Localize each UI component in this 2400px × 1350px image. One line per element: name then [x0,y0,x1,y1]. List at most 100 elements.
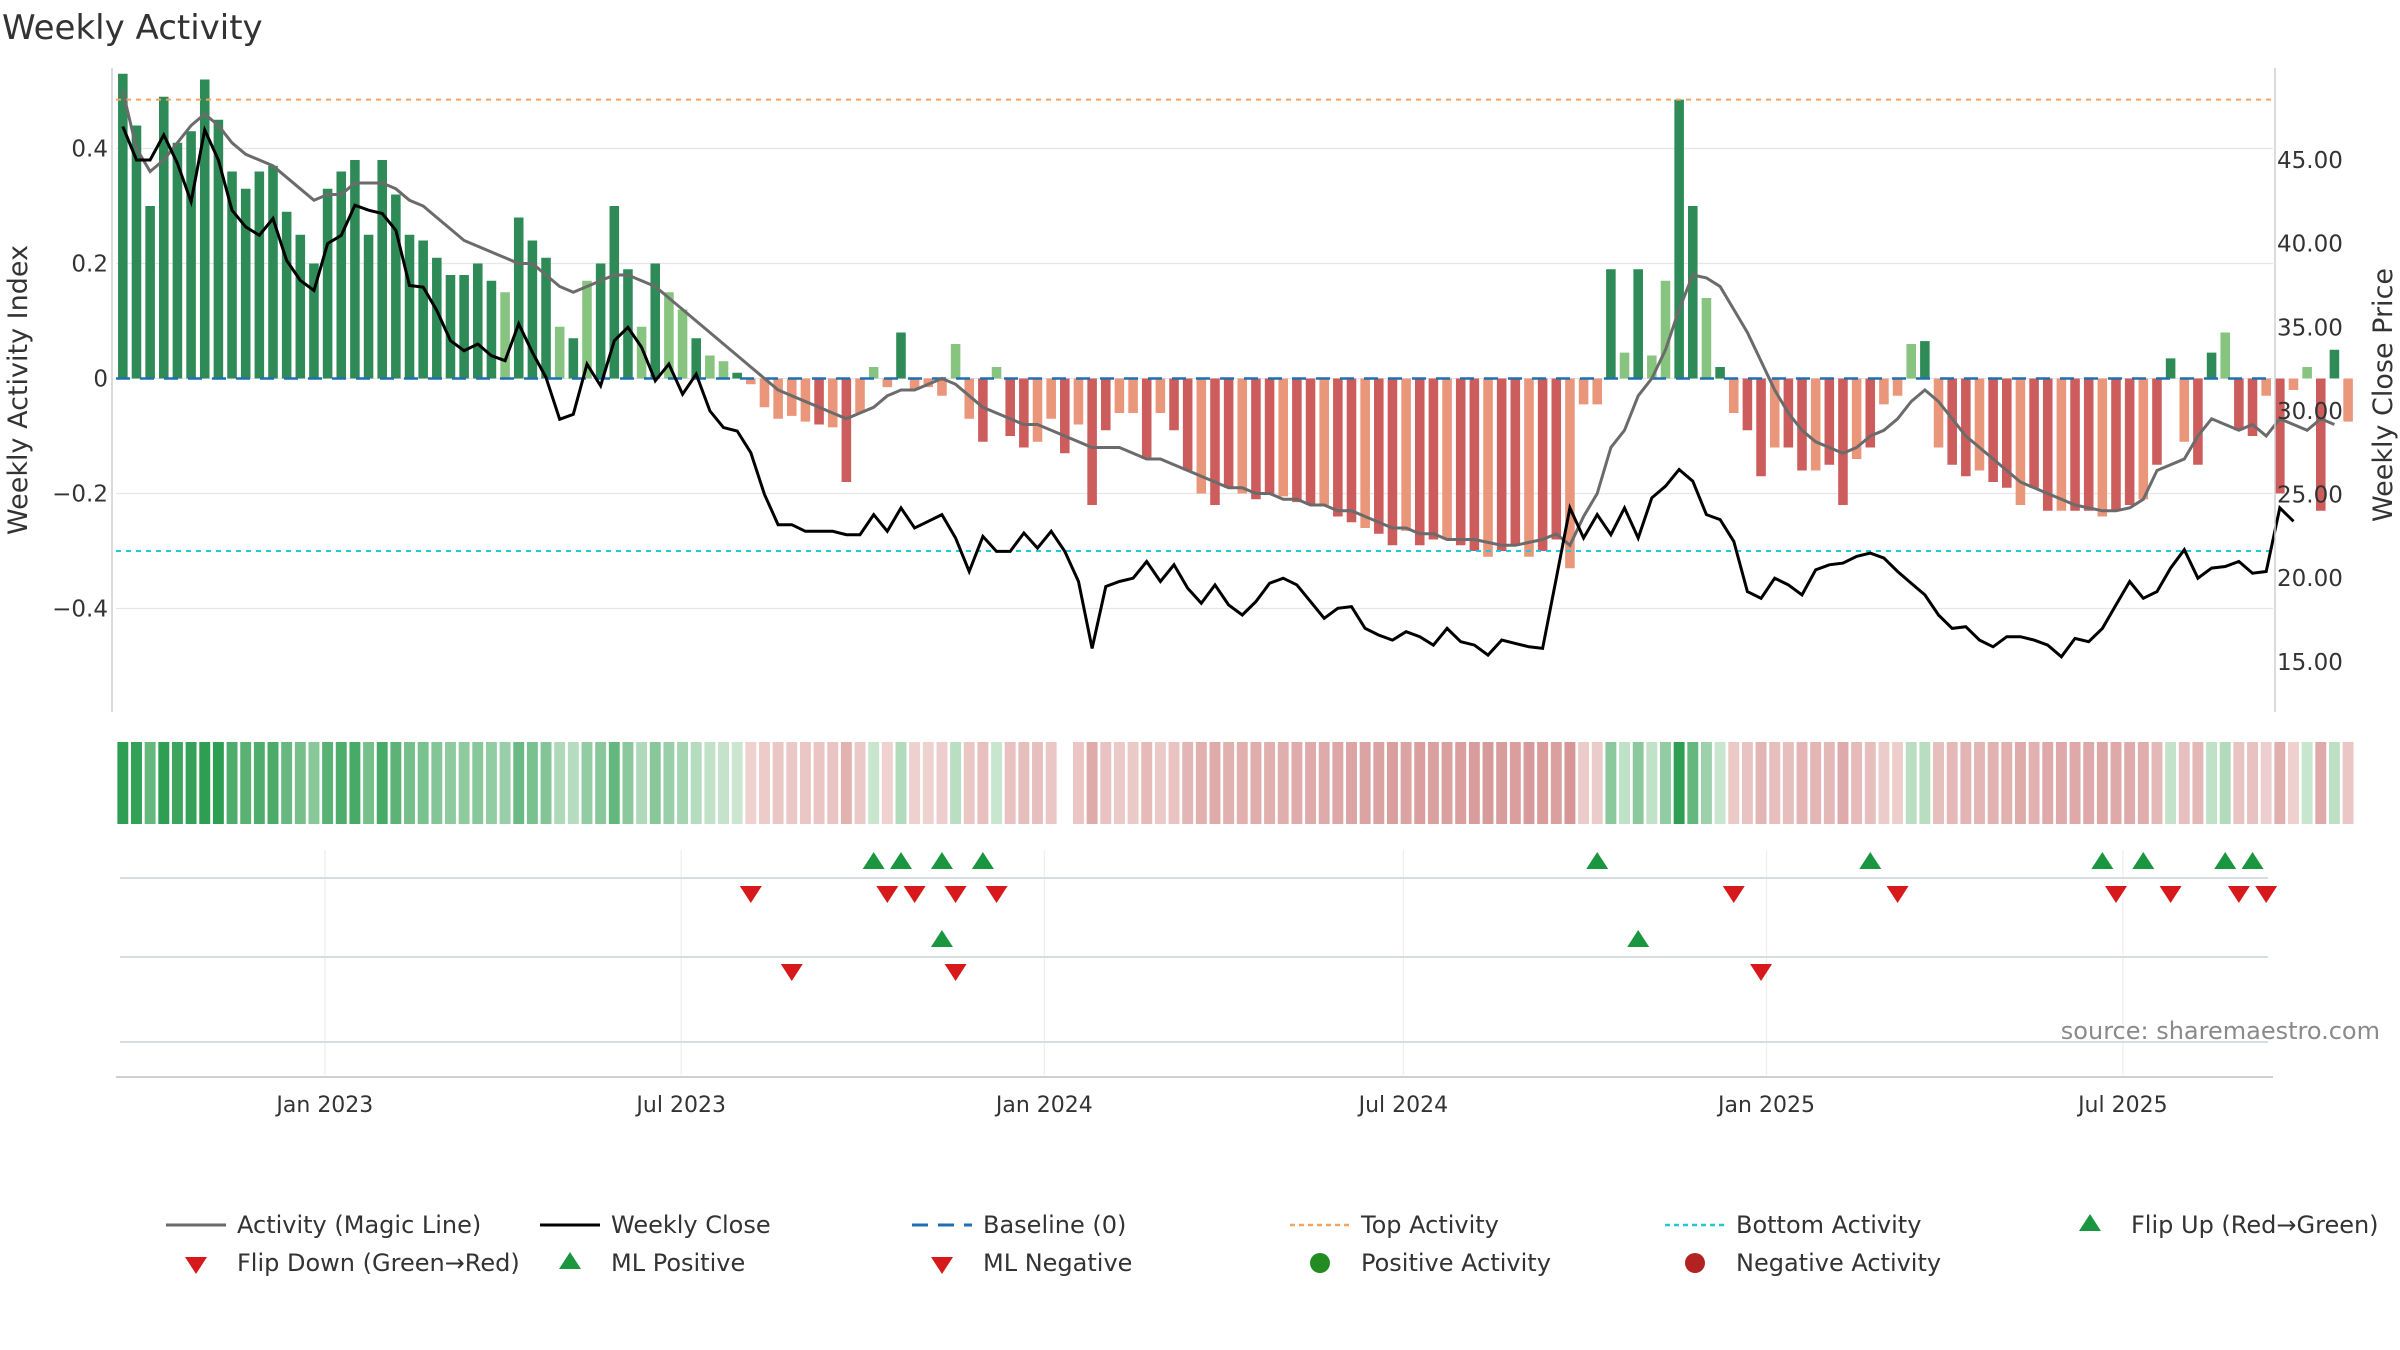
y-left-tick-label: 0 [93,367,108,393]
heat-strip-cell [1523,742,1535,824]
activity-bar [1592,378,1603,405]
legend-item: ML Negative [931,1249,1132,1277]
activity-bar [1073,378,1084,425]
activity-bar [1278,378,1289,497]
heat-strip-cell [1550,742,1562,824]
heat-strip-cell [1195,742,1207,824]
heat-strip-cell [1386,742,1398,824]
heat-strip-cell [1332,742,1344,824]
heat-strip-cell [1373,742,1385,824]
legend-label: Flip Down (Green→Red) [237,1249,520,1277]
activity-bar [1060,378,1070,454]
flip-up-marker [862,852,885,869]
heat-strip-cell [2055,742,2067,824]
activity-bar [363,234,374,379]
activity-bar [1961,378,1971,477]
heat-strip-cell [1250,742,1262,824]
activity-bar [2343,378,2353,422]
heat-strip-cell [1100,742,1112,824]
heat-strip-cell [1441,742,1453,824]
heat-strip-cell [813,742,825,824]
activity-bar [1865,378,1876,448]
heat-strip-cell [2178,742,2190,824]
activity-bar [1414,378,1425,546]
flip-down-marker [2159,886,2182,903]
heat-strip-cell [445,742,456,824]
legend-item: ML Positive [559,1249,745,1277]
heat-strip-cell [2096,742,2108,824]
flip-up-marker [971,852,994,869]
heat-strip-cell [936,742,948,824]
flip-up-marker [2091,852,2114,869]
heat-strip-cell [2233,742,2245,824]
activity-bar [2220,332,2230,379]
activity-bar [159,96,169,379]
heat-strip-cell [1851,742,1863,824]
heat-strip-cell [1837,742,1849,824]
activity-bar [732,372,742,379]
heat-strip-cell [2274,742,2286,824]
y-right-tick-label: 40.00 [2277,232,2343,258]
legend-label: Negative Activity [1736,1249,1941,1277]
legend-item: Activity (Magic Line) [166,1211,481,1239]
activity-heat-strip [117,742,2354,824]
y-left-axis-title: Weekly Activity Index [3,245,34,535]
activity-bar [1264,378,1275,494]
legend-item: Top Activity [1290,1211,1499,1239]
activity-bar [1988,378,1998,482]
heat-strip-cell [2001,742,2013,824]
activity-bar [2070,378,2080,511]
heat-strip-cell [540,742,552,824]
activity-bar [1879,378,1889,405]
activity-bar [2261,378,2271,396]
activity-bar [2288,378,2299,390]
activity-bar [295,234,306,379]
activity-bar [882,378,893,388]
heat-strip-cell [1687,742,1699,824]
activity-bar [609,206,620,379]
x-tick-label: Jan 2025 [1716,1093,1815,1118]
activity-bar [2015,378,2026,505]
activity-bar [1169,378,1179,431]
weekly-close-series [121,124,2295,659]
activity-bar [2316,378,2326,511]
heat-strip-cell [1974,742,1985,824]
heat-strip-cell [417,742,429,824]
activity-bar [1455,378,1466,546]
flip-down-marker [985,886,1008,903]
heat-strip-cell [1946,742,1958,824]
heat-strip-cell [595,742,607,824]
heat-strip-cell [868,742,880,824]
legend-swatch-circle-red [1685,1253,1705,1273]
activity-bar [1565,378,1575,569]
activity-bar [1578,378,1589,405]
activity-bar [1114,378,1125,413]
flip-up-marker [930,852,953,869]
activity-bar [1619,352,1630,379]
activity-bar [1237,378,1248,494]
price-and-magic-lines [121,90,2335,659]
activity-bar [500,292,510,379]
heat-strip-cell [513,742,525,824]
legend-label: ML Positive [611,1249,745,1277]
heat-strip-cell [1810,742,1822,824]
ml-negative-marker [780,964,803,981]
heat-strip-cell [909,742,921,824]
activity-bar [2124,378,2135,505]
heat-strip-cell [499,742,511,824]
activity-bar [868,367,879,379]
heat-strip-cell [185,742,197,824]
activity-bar [199,79,210,379]
activity-bar [2111,378,2121,511]
y-right-tick-label: 35.00 [2277,315,2343,341]
activity-bar [1824,378,1835,465]
activity-bar [582,280,592,379]
heat-strip-cell [281,742,293,824]
activity-bar [1087,378,1097,505]
legend-label: Top Activity [1360,1211,1499,1239]
magic-line-series [121,90,2335,548]
heat-strip-cell [1987,742,1999,824]
legend: Activity (Magic Line) Weekly Close Baselin… [166,1211,2379,1277]
heat-strip-cell [1496,742,1508,824]
legend-item: Flip Down (Green→Red) [185,1249,520,1277]
